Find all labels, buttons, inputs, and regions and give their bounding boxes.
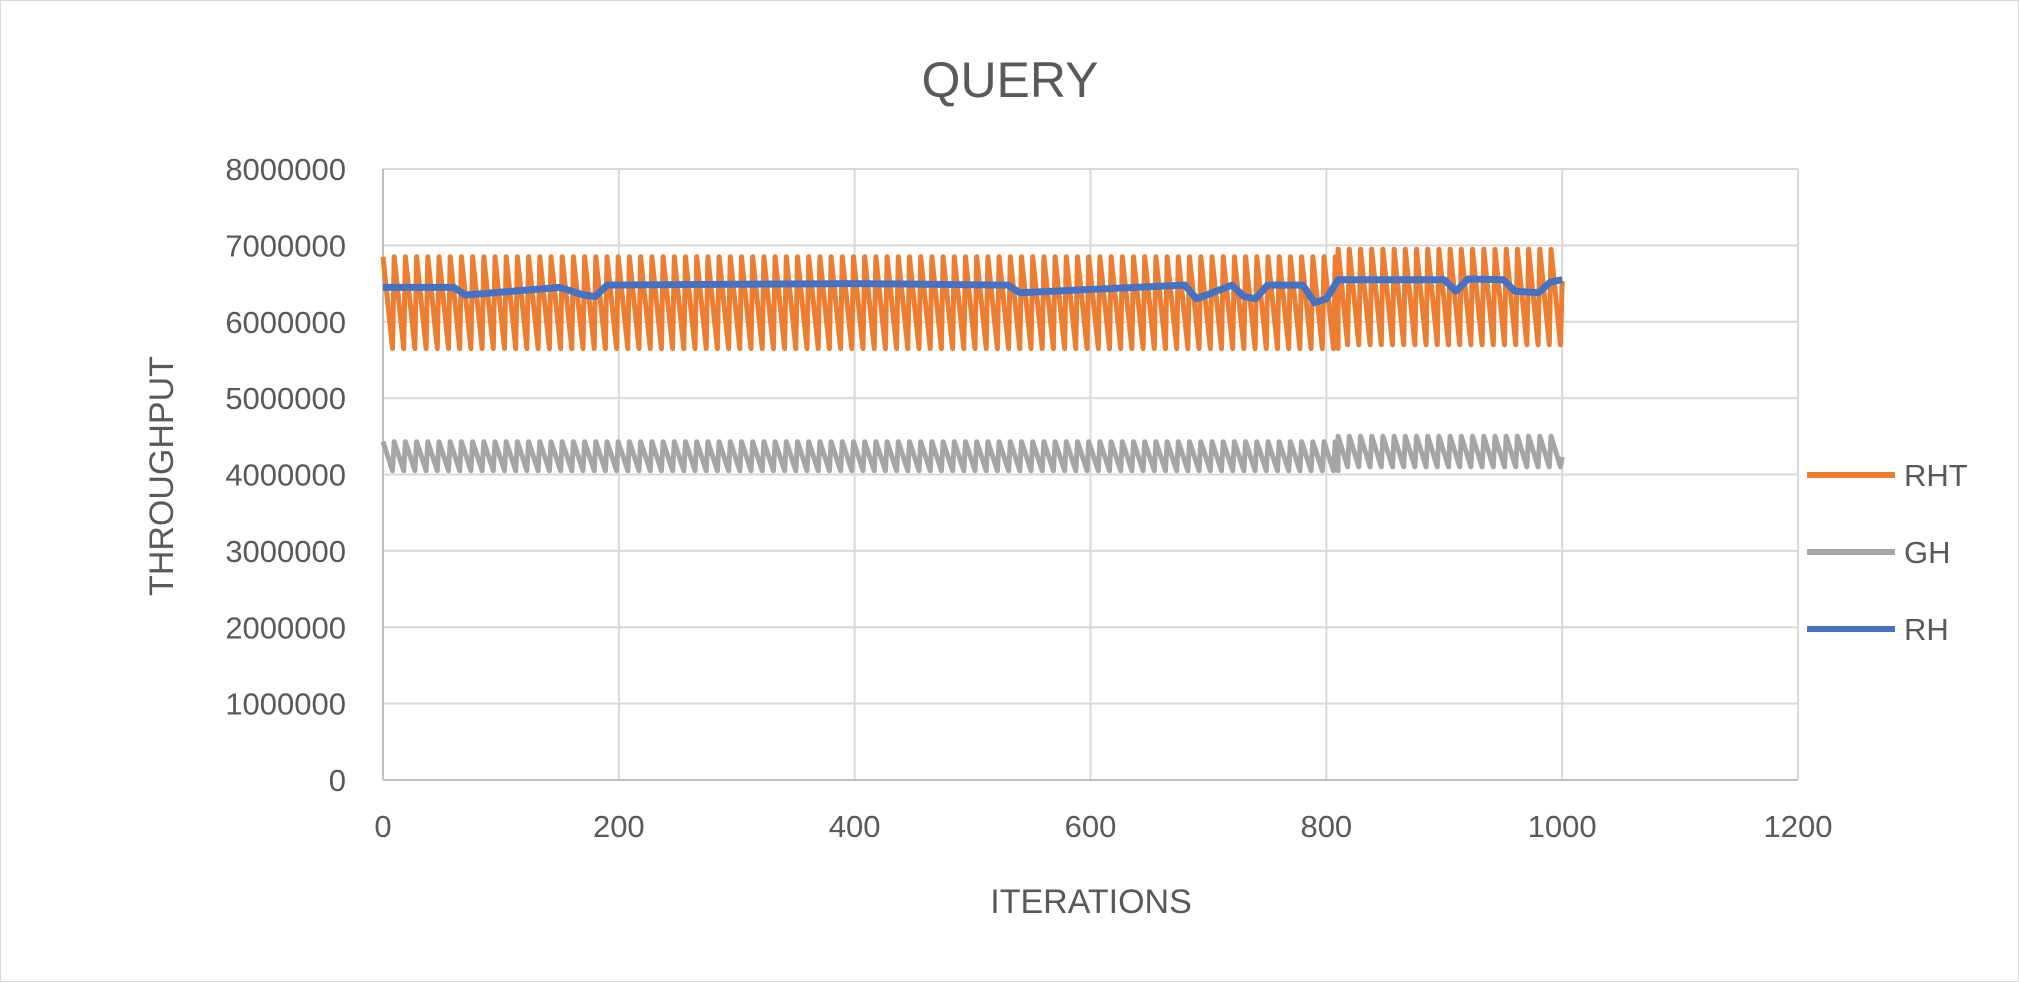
y-axis-tick-labels: 0 1000000 2000000 3000000 4000000 5000000 6000… (225, 152, 346, 798)
y-tick-label: 8000000 (225, 152, 346, 187)
x-axis-title: ITERATIONS (990, 883, 1192, 921)
y-tick-label: 7000000 (225, 228, 346, 263)
legend-label-gh: GH (1904, 535, 1951, 570)
y-tick-label: 1000000 (225, 687, 346, 722)
y-tick-label: 2000000 (225, 610, 346, 645)
x-tick-label: 400 (829, 809, 881, 844)
x-tick-label: 1200 (1764, 809, 1833, 844)
series-lines (380, 246, 1565, 474)
legend-label-rh: RH (1904, 612, 1949, 647)
y-tick-label: 3000000 (225, 534, 346, 569)
y-tick-label: 5000000 (225, 381, 346, 416)
chart-title: QUERY (922, 52, 1099, 108)
series-line-gh (380, 433, 1565, 474)
series-line-rht (380, 246, 1565, 351)
x-tick-label: 800 (1300, 809, 1352, 844)
y-axis-title: THROUGHPUT (143, 356, 181, 596)
x-tick-label: 1000 (1528, 809, 1597, 844)
series-line-rh (383, 275, 1563, 307)
y-tick-label: 4000000 (225, 458, 346, 493)
y-tick-label: 0 (329, 763, 346, 798)
x-tick-label: 600 (1065, 809, 1117, 844)
x-tick-label: 0 (374, 809, 391, 844)
y-tick-label: 6000000 (225, 305, 346, 340)
x-tick-label: 200 (593, 809, 645, 844)
legend-label-rht: RHT (1904, 458, 1968, 493)
x-axis-tick-labels: 0 200 400 600 800 1000 1200 (374, 809, 1832, 844)
legend: RHT GH RH (1807, 458, 1968, 647)
